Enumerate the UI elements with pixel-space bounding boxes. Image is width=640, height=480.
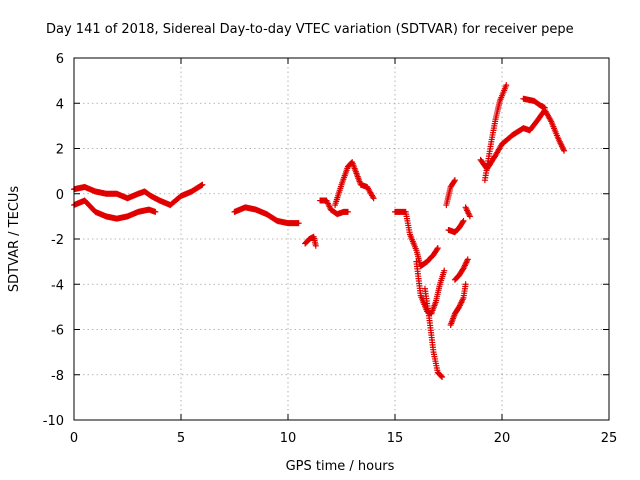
data-segment (302, 233, 319, 249)
data-segment (451, 256, 471, 283)
data-point (462, 281, 469, 288)
data-segment (443, 177, 458, 209)
data-point (199, 181, 206, 188)
y-axis-label: SDTVAR / TECUs (7, 186, 22, 293)
data-point (434, 246, 441, 253)
data-segment (481, 82, 510, 184)
chart-title: Day 141 of 2018, Sidereal Day-to-day VTE… (46, 22, 574, 37)
data-point (460, 217, 467, 224)
y-tick-label: -10 (43, 414, 64, 429)
data-point (295, 220, 302, 227)
data-point (438, 373, 445, 380)
data-point (370, 195, 377, 202)
x-axis-label: GPS time / hours (286, 459, 395, 474)
data-segment (71, 181, 206, 209)
data-segment (392, 208, 441, 270)
data-point (561, 147, 568, 154)
data-segment (421, 285, 446, 381)
data-point (503, 82, 510, 89)
y-tick-label: -8 (51, 369, 64, 384)
y-tick-label: 4 (56, 97, 64, 112)
grid (74, 58, 609, 420)
data-points (71, 82, 568, 381)
data-point (466, 213, 473, 220)
data-point (441, 267, 448, 274)
data-point (459, 219, 466, 226)
data-segment (332, 159, 377, 209)
data-point (541, 104, 548, 111)
data-segment (447, 281, 469, 328)
data-point (434, 245, 441, 252)
data-segment (71, 197, 159, 222)
data-segment (231, 204, 302, 227)
x-tick-label: 25 (601, 431, 618, 446)
y-tick-label: 2 (56, 143, 64, 158)
y-tick-label: -4 (51, 278, 64, 293)
y-tick-label: 6 (56, 52, 64, 67)
data-point (439, 374, 446, 381)
data-segment (477, 107, 568, 172)
data-point (344, 208, 351, 215)
data-segment (520, 95, 548, 111)
data-point (451, 178, 458, 185)
x-axis-tick-labels: 0 5 10 15 20 25 (70, 431, 617, 446)
data-point (451, 177, 458, 184)
x-tick-label: 0 (70, 431, 78, 446)
data-segment (317, 197, 351, 218)
data-segment (462, 204, 473, 220)
axis-ticks (73, 57, 610, 421)
data-point (464, 256, 471, 263)
x-tick-label: 5 (177, 431, 185, 446)
x-tick-label: 10 (280, 431, 297, 446)
y-tick-label: 0 (56, 188, 64, 203)
x-tick-label: 15 (387, 431, 404, 446)
y-tick-label: -6 (51, 324, 64, 339)
y-axis-tick-labels: -10 -8 -6 -4 -2 0 2 4 6 (43, 52, 64, 429)
data-point (312, 242, 319, 249)
y-tick-label: -2 (51, 233, 64, 248)
data-segment (445, 217, 467, 236)
x-tick-label: 20 (494, 431, 511, 446)
data-point (152, 208, 159, 215)
